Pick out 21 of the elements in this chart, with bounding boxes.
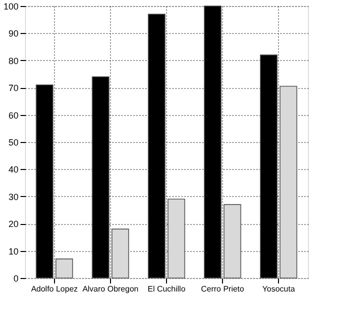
y-tick-label: 20 bbox=[8, 219, 18, 230]
x-tick-label: Alvaro Obregon bbox=[82, 284, 138, 294]
bar bbox=[260, 54, 278, 278]
y-tick-label: 90 bbox=[8, 28, 18, 39]
y-tick-label: 50 bbox=[8, 138, 18, 148]
y-tick-label: 30 bbox=[8, 192, 18, 202]
y-tick-label: 10 bbox=[8, 246, 18, 256]
y-tick-label: 0 bbox=[13, 274, 18, 284]
y-tick-label: 40 bbox=[8, 164, 18, 175]
bar bbox=[148, 14, 166, 278]
bar bbox=[36, 84, 54, 278]
y-tick-label: 80 bbox=[8, 56, 18, 66]
bar bbox=[92, 76, 110, 278]
x-tick-label: Yosocuta bbox=[262, 284, 296, 294]
y-tick-label: 60 bbox=[8, 110, 18, 120]
x-tick-label: Cerro Prieto bbox=[200, 284, 245, 294]
bar bbox=[204, 6, 222, 278]
y-tick-label: 100 bbox=[3, 2, 18, 12]
x-tick-label: El Cuchillo bbox=[148, 284, 186, 294]
x-tick-label: Adolfo Lopez bbox=[31, 284, 78, 294]
y-tick-label: 70 bbox=[8, 83, 18, 94]
